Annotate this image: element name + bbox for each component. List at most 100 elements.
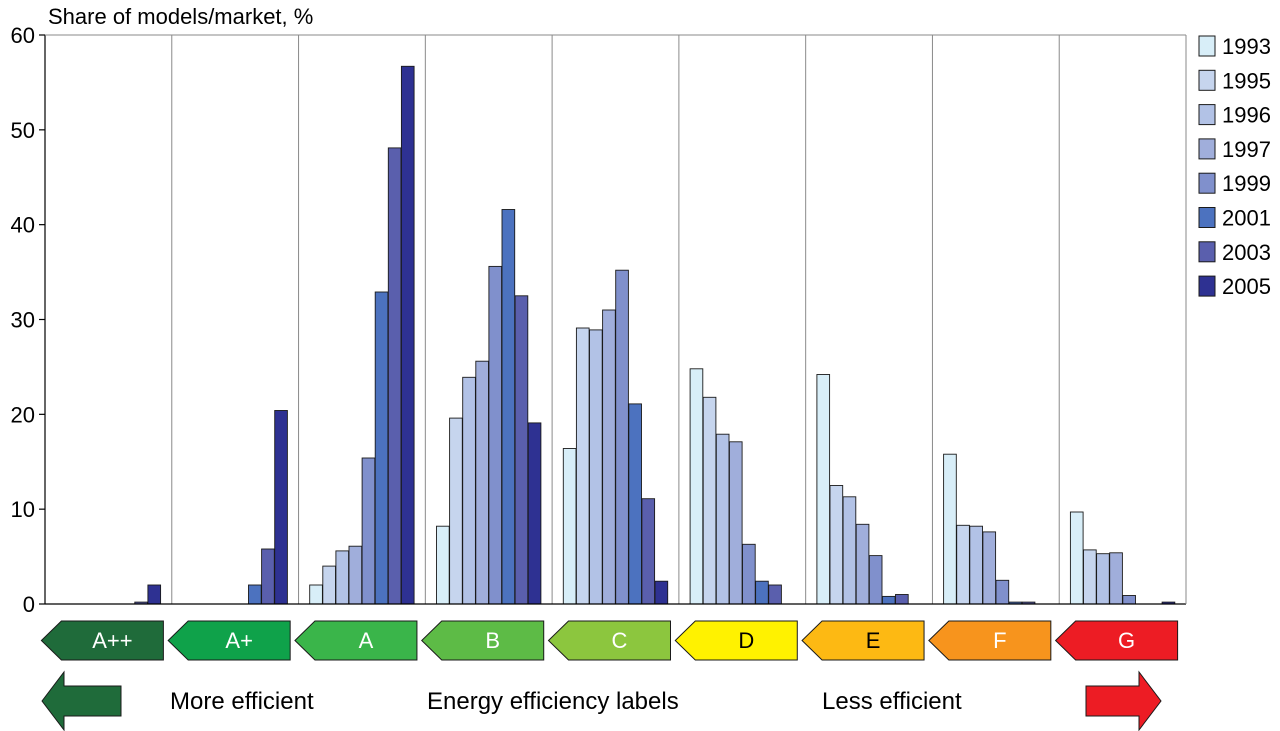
legend-entry: 1995	[1222, 68, 1271, 93]
bar-G-1999	[1122, 595, 1136, 605]
energy-label-E	[801, 620, 925, 661]
bar-F-1995	[956, 524, 970, 605]
plot-area: 0 10 20 30 40 50 60	[11, 23, 1187, 617]
bar-F-1996	[969, 525, 983, 605]
energy-label-A	[294, 620, 418, 661]
legend-swatch	[1198, 138, 1216, 160]
less-efficient-label: Less efficient	[822, 688, 962, 715]
bar-A-2001	[374, 291, 389, 605]
energy-label-D	[674, 620, 798, 661]
bar-C-1997	[602, 309, 616, 605]
bar-A-1999	[361, 457, 376, 605]
bar-E-1996	[842, 496, 857, 605]
bar-B-1997	[475, 360, 489, 605]
bar-D-1995	[702, 396, 717, 605]
energy-label-text: A+	[225, 628, 253, 653]
bar-B-1995	[449, 417, 463, 605]
legend-entry: 1993	[1222, 34, 1271, 59]
energy-label-text: F	[993, 628, 1006, 653]
legend-entry: 1996	[1222, 103, 1271, 128]
bar-B-1996	[462, 376, 476, 605]
bar-C-2003	[641, 498, 656, 605]
y-tick-label: 0	[23, 592, 35, 617]
bar-D-1996	[715, 433, 730, 605]
energy-label-text: E	[866, 628, 881, 653]
energy-label-G	[1054, 620, 1179, 661]
legend-swatch	[1198, 69, 1216, 91]
bar-E-2003	[895, 594, 909, 605]
legend-entry: 2005	[1222, 274, 1271, 299]
legend-entry: 2001	[1222, 206, 1271, 231]
bar-A+-2001	[248, 584, 262, 605]
energy-labels-caption: Energy efficiency labels	[427, 688, 679, 715]
left-arrow-icon	[41, 670, 122, 731]
bar-F-1999	[995, 579, 1010, 605]
bar-C-1993	[562, 448, 577, 605]
legend-swatch	[1198, 241, 1216, 263]
energy-label-text: D	[738, 628, 754, 653]
right-arrow-icon	[1085, 670, 1162, 731]
y-tick-label: 60	[11, 23, 35, 48]
bar-G-1996	[1096, 553, 1110, 605]
bar-G-1997	[1109, 552, 1123, 605]
bar-B-2001	[501, 209, 516, 605]
energy-label-A+	[167, 620, 291, 661]
bar-E-1997	[855, 523, 870, 605]
bar-B-2003	[514, 295, 529, 605]
bar-F-1993	[943, 453, 957, 605]
y-tick-label: 10	[11, 497, 35, 522]
bar-A-1995	[322, 565, 336, 605]
bar-D-1997	[728, 441, 743, 605]
energy-label-A++	[40, 620, 164, 661]
legend-swatch	[1198, 207, 1216, 228]
efficiency-annotation-row: More efficient Energy efficiency labels …	[41, 670, 1162, 731]
energy-label-C	[547, 620, 671, 661]
energy-labels-row: A++ A+ A B C D E F G	[40, 620, 1179, 661]
legend-swatch	[1198, 35, 1216, 57]
legend-entry: 1997	[1222, 137, 1271, 162]
bar-A+-2003	[261, 548, 275, 605]
legend-swatch	[1198, 172, 1216, 194]
legend-swatch	[1198, 104, 1216, 126]
bar-A-1997	[348, 545, 363, 605]
legend-swatch	[1198, 275, 1216, 297]
legend: 1993 1995 1996 1997 1999 2001 2003 2005	[1198, 34, 1271, 299]
bar-B-1999	[488, 265, 503, 605]
bar-E-2001	[881, 595, 896, 605]
bar-A-2003	[387, 147, 402, 605]
energy-label-text: A	[359, 628, 374, 653]
bar-A++-2005	[147, 584, 162, 605]
bar-C-1996	[589, 329, 603, 605]
bar-B-2005	[527, 422, 542, 605]
energy-label-text: G	[1118, 628, 1135, 653]
bar-D-2003	[768, 584, 782, 605]
bar-G-1995	[1083, 549, 1097, 605]
bar-A-1993	[309, 584, 323, 605]
bar-C-1995	[575, 327, 590, 605]
more-efficient-label: More efficient	[170, 688, 314, 715]
bar-D-1993	[689, 368, 704, 605]
bar-A+-2005	[274, 410, 288, 605]
bar-A-1996	[335, 550, 350, 605]
y-tick-label: 40	[11, 213, 35, 238]
bar-A-2005	[400, 65, 415, 605]
y-tick-label: 50	[11, 118, 35, 143]
energy-label-B	[421, 620, 545, 661]
bar-E-1995	[829, 485, 844, 605]
y-tick-label: 30	[11, 308, 35, 333]
bar-G-1993	[1069, 511, 1084, 605]
bar-C-2005	[654, 580, 669, 605]
legend-entry: 2003	[1222, 240, 1271, 265]
bar-B-1993	[436, 525, 450, 605]
bar-C-2001	[628, 403, 642, 605]
bar-D-2001	[755, 580, 769, 605]
energy-label-text: A++	[92, 628, 132, 653]
bar-E-1999	[868, 555, 883, 605]
energy-label-F	[928, 620, 1052, 661]
bar-C-1999	[615, 269, 629, 605]
bar-F-1997	[982, 531, 997, 605]
energy-label-text: C	[612, 628, 628, 653]
y-axis-title: Share of models/market, %	[48, 4, 313, 29]
bar-E-1993	[816, 374, 831, 605]
